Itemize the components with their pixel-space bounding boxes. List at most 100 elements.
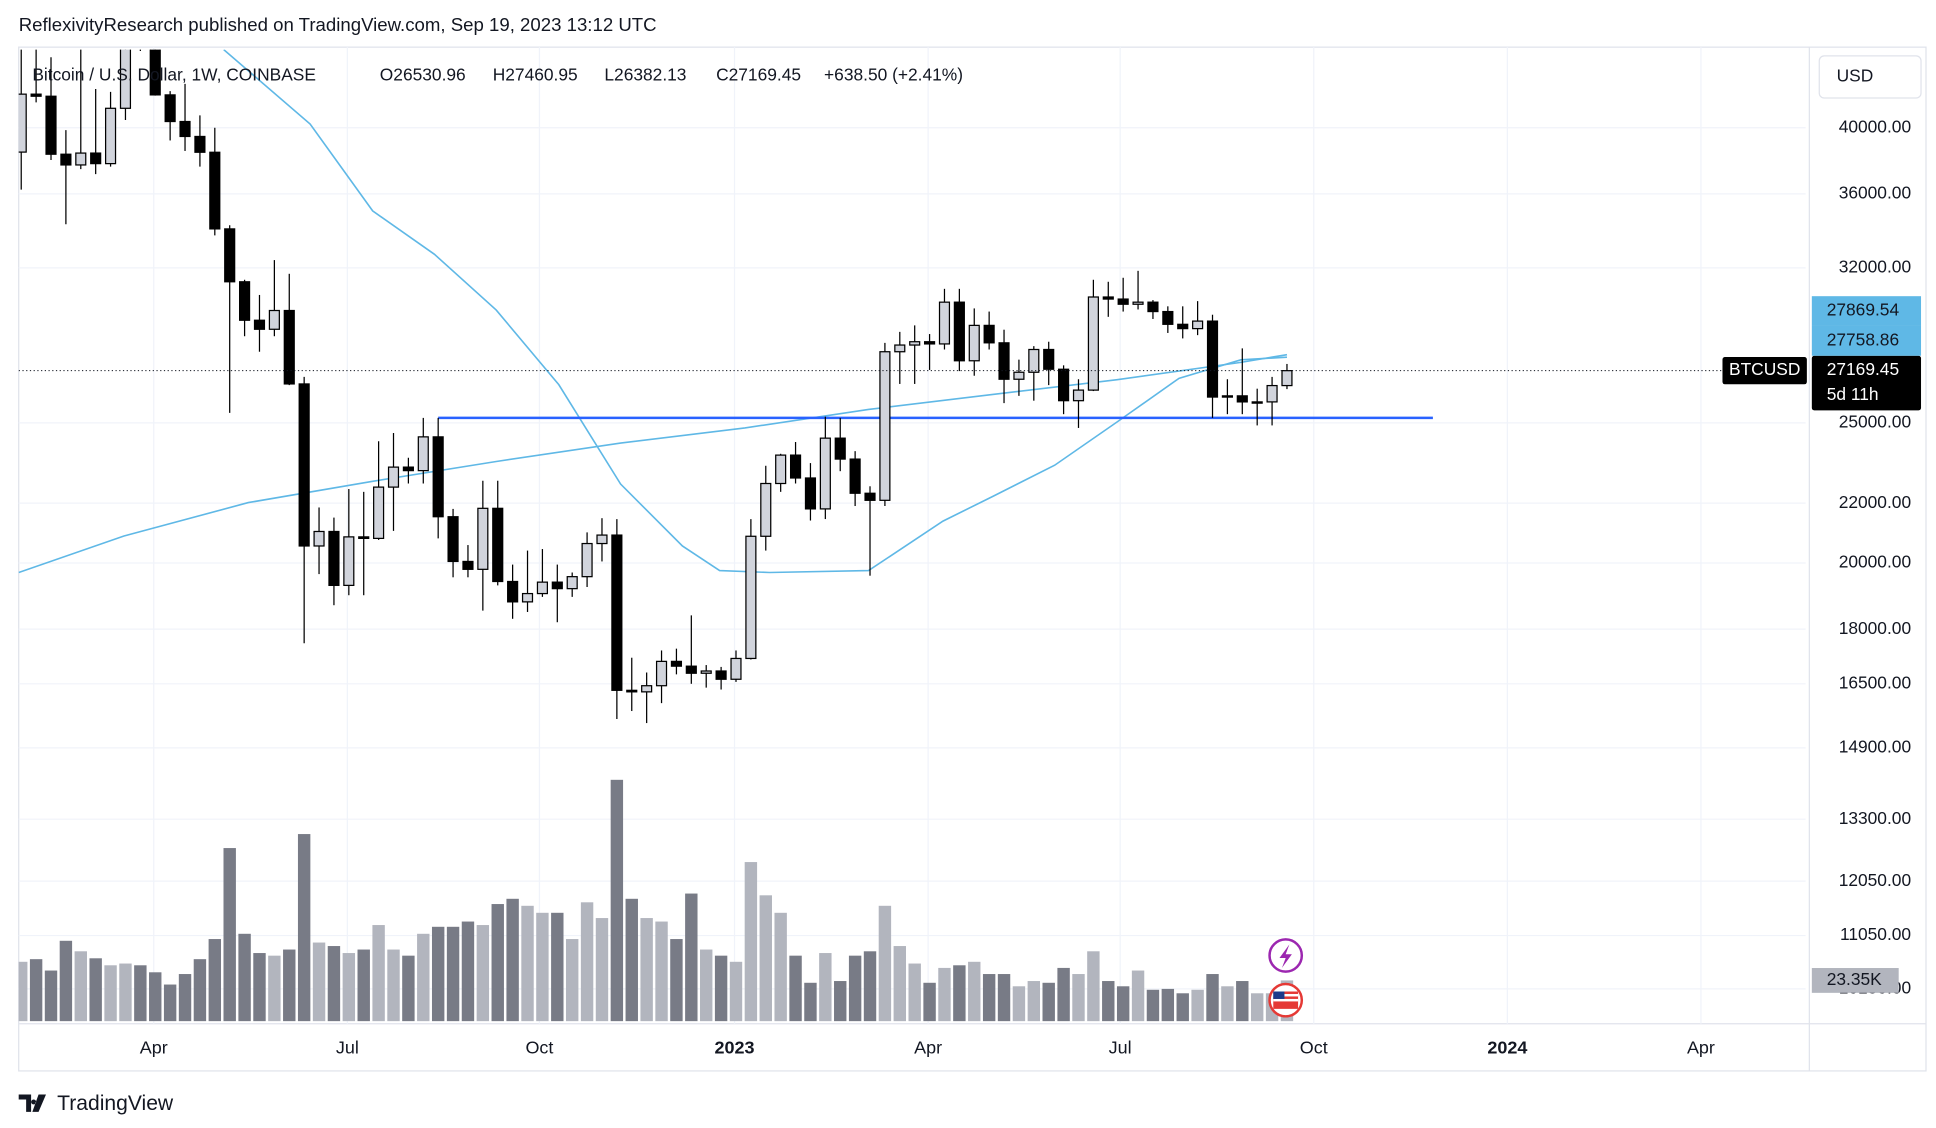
candle-body (447, 516, 459, 563)
volume-bar (819, 953, 832, 1022)
volume-bar (1146, 989, 1160, 1022)
candle-body (789, 454, 802, 479)
candle-body (358, 536, 370, 540)
y-tick-label: 32000.00 (1839, 256, 1911, 276)
low-text: L26382.13 (604, 64, 686, 84)
volume-bar (1250, 993, 1264, 1022)
candle-body (328, 530, 340, 587)
candle-body (760, 482, 772, 537)
volume-bar (774, 912, 787, 1022)
candle-body (492, 507, 504, 583)
volume-bar (580, 902, 594, 1022)
candle-body (268, 309, 280, 330)
y-tick-label: 18000.00 (1839, 618, 1911, 638)
volume-bar (878, 905, 892, 1022)
header: ReflexivityResearch published on Trading… (19, 14, 657, 35)
y-tick-label: 20000.00 (1839, 552, 1911, 572)
candle-body (462, 560, 474, 570)
volume-bar (29, 959, 43, 1022)
plot-area (18, 49, 1806, 1022)
volume-bar (476, 925, 490, 1022)
candle-body (685, 665, 697, 674)
volume-bar (714, 955, 728, 1022)
candle-body (536, 581, 548, 595)
candle-body (75, 152, 87, 166)
candle-body (1266, 384, 1278, 403)
volume-bar (1206, 974, 1219, 1022)
volume-bar (893, 946, 907, 1022)
volume-bar (1027, 981, 1041, 1022)
moving-average (18, 353, 1288, 574)
grid (18, 47, 1806, 1024)
moving-average (223, 49, 1288, 574)
candle-body (551, 581, 563, 590)
volume-bar (134, 965, 147, 1022)
candle-body (879, 351, 891, 501)
volume-bar (193, 959, 207, 1022)
y-tick-label: 40000.00 (1839, 116, 1911, 136)
volume-bar (700, 949, 713, 1022)
candle-body (18, 93, 27, 153)
candle-body (477, 507, 489, 570)
candle-body (894, 344, 906, 353)
candle-body (417, 436, 429, 472)
candle-body (581, 542, 593, 578)
volume-tag-box (1811, 968, 1899, 993)
volume-bar (491, 904, 504, 1022)
volume-bar (640, 918, 653, 1022)
volume-bar (1161, 988, 1175, 1022)
ticker: BTCUSD (1729, 359, 1800, 379)
candle-body (715, 670, 727, 680)
candle-body (209, 151, 221, 230)
candle-body (834, 437, 846, 460)
volume-bar (89, 958, 102, 1022)
candle-body (1087, 296, 1099, 391)
volume-bar (178, 974, 192, 1022)
candle-body (1147, 301, 1159, 313)
volume-bar (670, 939, 683, 1022)
ma-tag (1811, 296, 1922, 326)
volume-bar (327, 946, 341, 1022)
volume-bar (729, 961, 743, 1022)
volume-bar (863, 951, 877, 1022)
volume-bar (923, 982, 936, 1022)
y-tick-label: 13300.00 (1839, 808, 1911, 828)
candle-body (1043, 348, 1055, 370)
volume-bar (1236, 981, 1249, 1022)
symbol: Bitcoin / U.S. Dollar, 1W, COINBASE (32, 64, 316, 84)
volume-bar (982, 974, 996, 1022)
volume-bar (685, 893, 698, 1022)
candle-body (1192, 320, 1204, 330)
volume-bar (804, 982, 817, 1022)
candle-body (655, 660, 668, 687)
candle-body (313, 530, 325, 547)
x-tick-label: Apr (140, 1037, 168, 1057)
candle-body (1221, 395, 1233, 398)
volume-bar (104, 965, 117, 1022)
y-tick-label: 25000.00 (1839, 411, 1911, 431)
brand-logo (18, 1094, 46, 1112)
x-tick-label: 2023 (715, 1037, 755, 1057)
currency: USD (1837, 66, 1874, 86)
candle-body (343, 536, 355, 587)
price-tag (1811, 355, 1922, 411)
candle-body (626, 689, 638, 693)
volume-bar (536, 912, 549, 1022)
volume-bar (208, 939, 222, 1022)
candle-body (30, 93, 42, 97)
y-tick-label: 11050.00 (1840, 924, 1911, 944)
candle-body (521, 592, 534, 603)
volume-bar (595, 918, 609, 1022)
ma-value: 27869.54 (1827, 300, 1900, 320)
candle-body (611, 534, 623, 691)
volume-bar (521, 905, 534, 1022)
volume-bar (163, 984, 177, 1022)
open-text: O26530.96 (380, 64, 466, 84)
x-tick-label: Oct (1300, 1037, 1328, 1057)
axes: 40000.00 36000.00 32000.00 25000.00 22000.00… (140, 116, 1922, 1057)
volume-bar (1102, 981, 1115, 1022)
volume-bar (1057, 967, 1070, 1022)
volume-bar (312, 942, 326, 1022)
currency-button[interactable] (1818, 55, 1922, 99)
